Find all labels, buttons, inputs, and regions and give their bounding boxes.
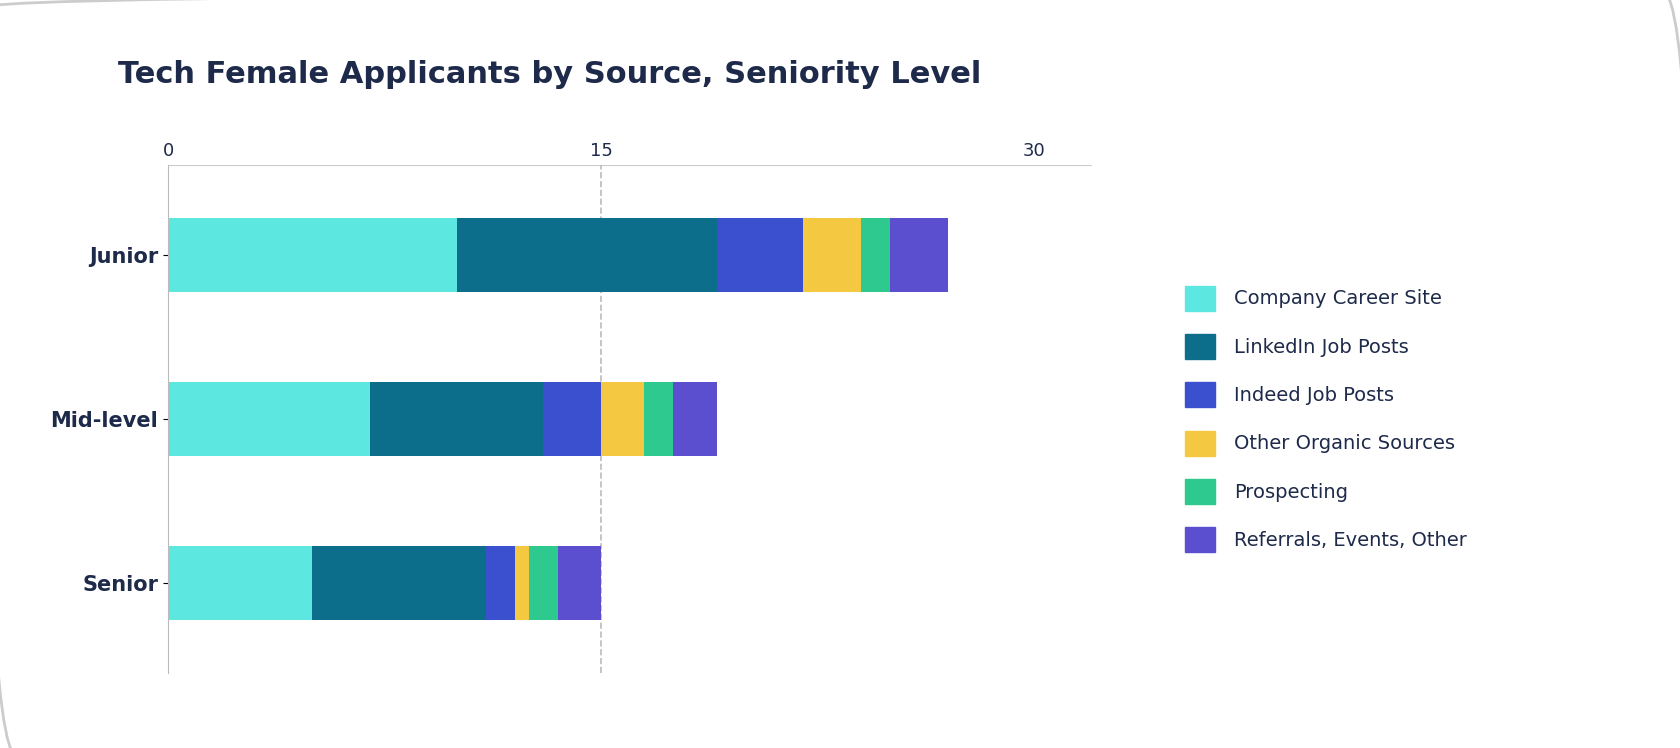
- Legend: Company Career Site, LinkedIn Job Posts, Indeed Job Posts, Other Organic Sources: Company Career Site, LinkedIn Job Posts,…: [1176, 276, 1477, 562]
- Bar: [529, 546, 558, 620]
- Bar: [645, 382, 674, 456]
- Bar: [601, 382, 645, 456]
- Bar: [370, 382, 543, 456]
- Bar: [717, 218, 803, 292]
- Bar: [514, 546, 529, 620]
- Bar: [862, 218, 890, 292]
- Text: Tech Female Applicants by Source, Seniority Level: Tech Female Applicants by Source, Senior…: [118, 60, 981, 89]
- Bar: [168, 546, 312, 620]
- Bar: [312, 546, 486, 620]
- Bar: [674, 382, 717, 456]
- Bar: [803, 218, 862, 292]
- Bar: [486, 546, 514, 620]
- Bar: [168, 218, 457, 292]
- Bar: [558, 546, 601, 620]
- Bar: [457, 218, 717, 292]
- Bar: [168, 382, 370, 456]
- Bar: [543, 382, 601, 456]
- Bar: [890, 218, 948, 292]
